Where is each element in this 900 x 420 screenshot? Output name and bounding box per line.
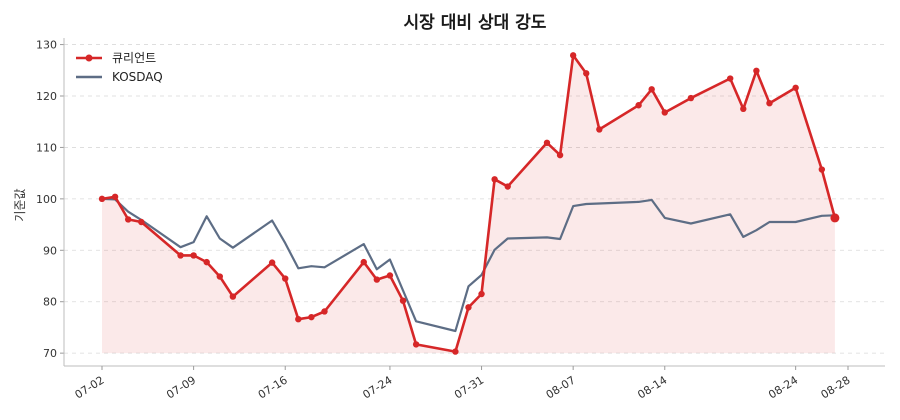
data-point [138, 218, 145, 226]
legend-label-series-2: KOSDAQ [112, 70, 163, 84]
data-point [177, 252, 184, 259]
data-point [478, 290, 485, 298]
data-point [830, 213, 840, 223]
series-line-2 [100, 197, 836, 333]
data-point [792, 84, 799, 91]
data-point [583, 70, 590, 77]
y-tick-label: 130 [36, 39, 57, 52]
data-point [373, 276, 381, 283]
data-point [465, 304, 472, 311]
legend-marker-series-1 [85, 54, 93, 62]
x-tick-label: 07-09 [164, 374, 198, 402]
data-point [111, 193, 119, 200]
data-point [569, 52, 577, 59]
y-tick-label: 80 [43, 296, 57, 309]
x-tick-label: 07-31 [452, 374, 486, 402]
data-point [452, 348, 459, 355]
data-point [360, 258, 367, 266]
data-point [386, 272, 394, 279]
data-point [491, 176, 498, 183]
legend-label-series-1: 큐리언트 [112, 51, 156, 65]
data-point [282, 275, 289, 282]
x-tick-label: 08-24 [766, 374, 800, 402]
y-axis-label: 기준값 [13, 188, 27, 221]
x-tick-label: 07-16 [256, 374, 290, 402]
data-point [740, 105, 747, 113]
data-point [295, 316, 302, 323]
y-tick-label: 100 [36, 193, 57, 206]
data-point [308, 313, 315, 321]
data-point [190, 252, 197, 259]
data-point [399, 297, 407, 304]
data-point [727, 75, 734, 82]
data-point [124, 216, 132, 223]
data-point [556, 151, 564, 159]
data-point [268, 259, 276, 266]
data-point [818, 166, 826, 173]
data-point [229, 293, 237, 300]
data-point [687, 94, 695, 102]
x-tick-label: 08-28 [819, 374, 853, 402]
y-tick-label: 70 [43, 347, 57, 360]
x-tick-label: 08-14 [635, 374, 669, 402]
data-point [753, 67, 760, 75]
chart-title: 시장 대비 상대 강도 [404, 13, 547, 33]
data-point [596, 126, 603, 133]
series-line-1 [100, 54, 837, 353]
y-tick-label: 90 [43, 244, 57, 257]
data-point [216, 273, 223, 280]
x-tick-label: 07-24 [361, 374, 395, 402]
x-tick-label: 07-02 [73, 374, 107, 402]
data-point [635, 102, 642, 109]
data-point [203, 258, 210, 266]
data-point [412, 341, 420, 348]
legend: 큐리언트 KOSDAQ [76, 51, 163, 84]
y-tick-label: 110 [36, 141, 57, 154]
series-layer [98, 52, 840, 355]
data-point [661, 109, 668, 116]
y-tick-label: 120 [36, 90, 57, 103]
data-point [321, 308, 328, 315]
data-point [648, 86, 655, 93]
data-point [766, 100, 773, 107]
data-point [504, 183, 511, 190]
data-point [543, 139, 551, 146]
data-point [98, 195, 106, 203]
x-tick-label: 08-07 [544, 374, 578, 402]
